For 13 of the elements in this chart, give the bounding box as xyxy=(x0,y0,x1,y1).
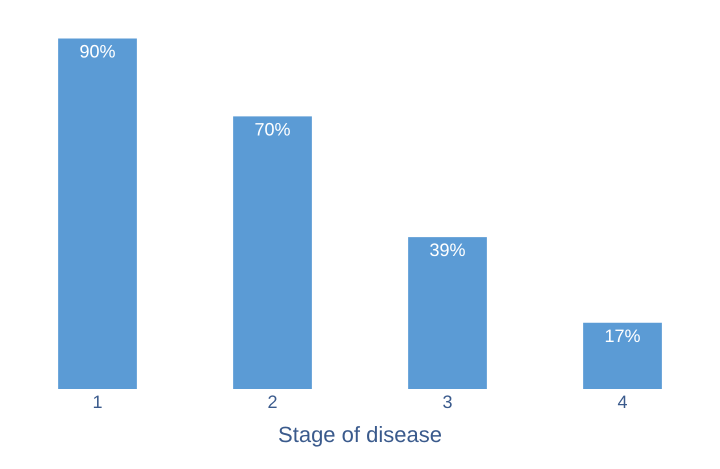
bar xyxy=(233,116,312,389)
x-axis-title: Stage of disease xyxy=(278,422,442,447)
bar xyxy=(583,322,662,389)
data-label: 17% xyxy=(604,326,641,346)
data-label: 90% xyxy=(79,41,116,62)
bar xyxy=(408,237,487,389)
x-tick-label: 4 xyxy=(617,392,628,412)
x-tick-label: 2 xyxy=(267,392,278,412)
x-tick-label: 3 xyxy=(442,392,453,412)
bar xyxy=(58,38,137,389)
x-tick-label: 1 xyxy=(92,392,103,412)
data-label: 70% xyxy=(254,119,291,140)
data-label: 39% xyxy=(429,240,466,260)
